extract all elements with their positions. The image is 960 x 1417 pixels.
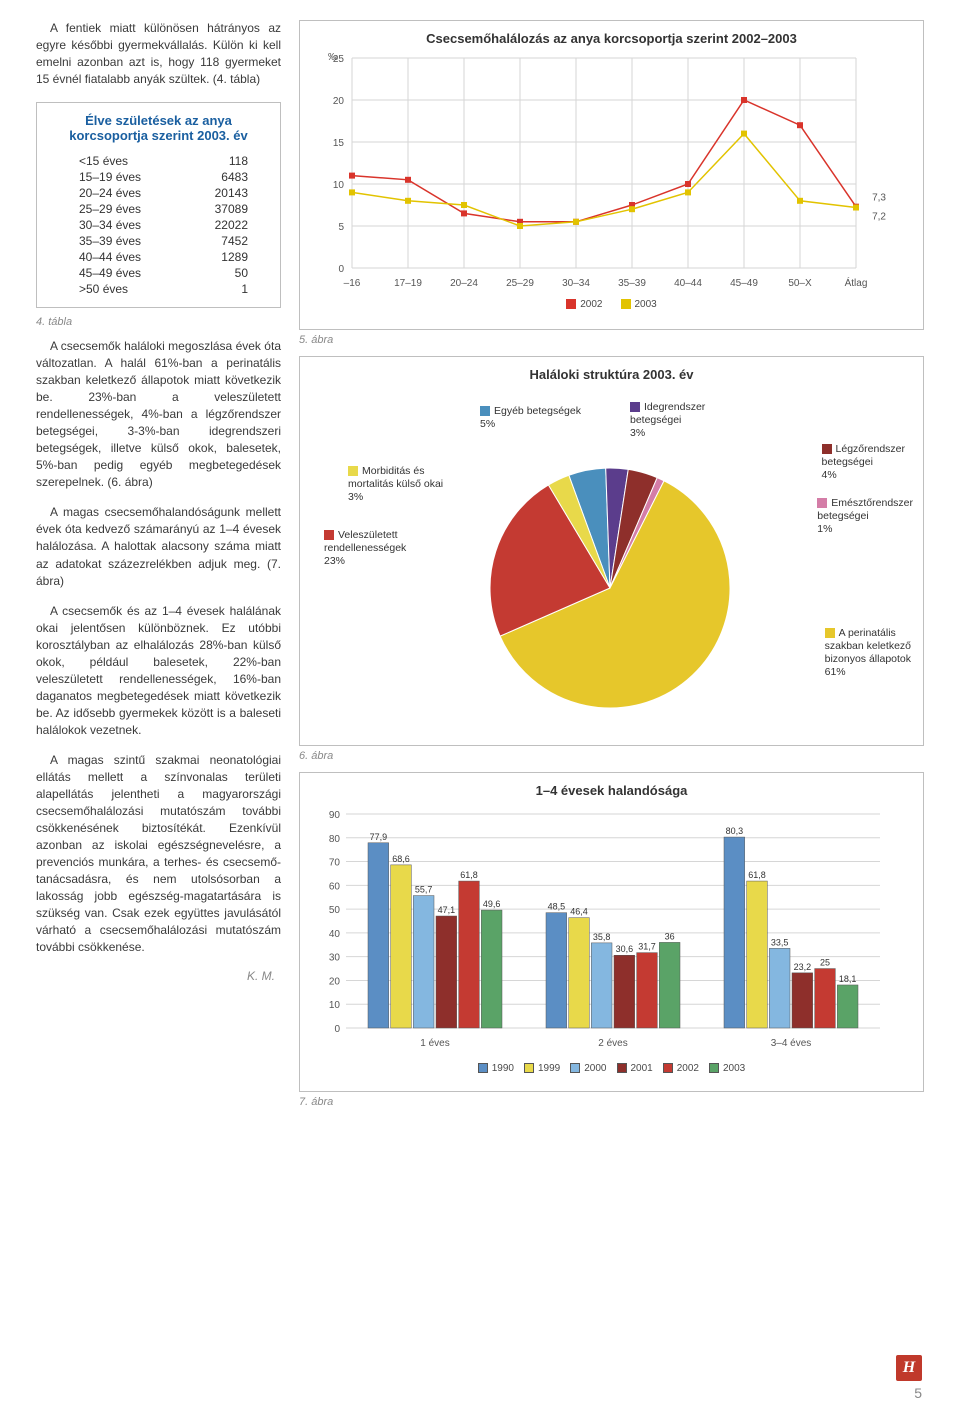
table-row: 30–34 éves22022 [49, 217, 268, 233]
svg-text:30: 30 [329, 953, 341, 964]
svg-text:7,2: 7,2 [872, 212, 886, 223]
svg-text:25–29: 25–29 [506, 278, 534, 289]
svg-text:20: 20 [333, 96, 345, 107]
svg-text:18,1: 18,1 [839, 974, 857, 984]
svg-text:47,1: 47,1 [438, 905, 456, 915]
svg-text:15: 15 [333, 138, 345, 149]
chart5-svg: 0510152025‰–1617–1920–2425–2930–3435–394… [310, 52, 890, 292]
svg-text:55,7: 55,7 [415, 885, 433, 895]
svg-text:2 éves: 2 éves [598, 1038, 627, 1049]
svg-text:50: 50 [329, 905, 341, 916]
svg-text:90: 90 [329, 810, 341, 821]
table-4-caption: 4. tábla [36, 316, 281, 328]
svg-text:61,8: 61,8 [748, 870, 766, 880]
pie-caption: 6. ábra [299, 750, 924, 762]
para-4: A csecsemők és az 1–4 évesek halálának o… [36, 603, 281, 739]
table-row: >50 éves1 [49, 281, 268, 297]
pie-label-egyeb: Egyéb betegségek5% [480, 405, 581, 431]
svg-text:48,5: 48,5 [548, 902, 566, 912]
chart5-title: Csecsemőhalálozás az anya korcsoportja s… [310, 31, 913, 46]
svg-text:33,5: 33,5 [771, 937, 789, 947]
svg-text:46,4: 46,4 [570, 907, 588, 917]
svg-text:35–39: 35–39 [618, 278, 646, 289]
svg-text:23,2: 23,2 [794, 962, 812, 972]
table-row: 35–39 éves7452 [49, 233, 268, 249]
svg-text:40–44: 40–44 [674, 278, 702, 289]
para-2: A csecsemők haláloki megoszlása évek óta… [36, 338, 281, 491]
chart5-caption: 5. ábra [299, 334, 924, 346]
svg-text:70: 70 [329, 858, 341, 869]
svg-text:36: 36 [665, 931, 675, 941]
svg-text:80: 80 [329, 834, 341, 845]
svg-text:77,9: 77,9 [370, 832, 388, 842]
svg-text:30,6: 30,6 [616, 944, 634, 954]
svg-text:31,7: 31,7 [638, 942, 656, 952]
chart-infant-mortality-by-age: Csecsemőhalálozás az anya korcsoportja s… [299, 20, 924, 330]
svg-text:–16: –16 [344, 278, 361, 289]
svg-text:20–24: 20–24 [450, 278, 478, 289]
svg-text:45–49: 45–49 [730, 278, 758, 289]
svg-text:20: 20 [329, 976, 341, 987]
svg-text:60: 60 [329, 881, 341, 892]
pie-label-legzo: Légzőrendszerbetegségei4% [822, 443, 905, 482]
svg-text:10: 10 [329, 1000, 341, 1011]
table-row: 40–44 éves1289 [49, 249, 268, 265]
svg-text:40: 40 [329, 929, 341, 940]
logo-icon: H [896, 1355, 922, 1381]
page-number: 5 [914, 1385, 922, 1401]
svg-text:80,3: 80,3 [726, 826, 744, 836]
svg-text:3–4 éves: 3–4 éves [771, 1038, 812, 1049]
svg-text:0: 0 [338, 264, 344, 275]
svg-text:7,3: 7,3 [872, 193, 886, 204]
svg-text:68,6: 68,6 [392, 854, 410, 864]
chart-1-4-mortality-bar: 1–4 évesek halandósága 0 10 20 30 40 50 60 70 80… [299, 772, 924, 1092]
table-row: <15 éves118 [49, 153, 268, 169]
chart-cause-of-death-pie: Haláloki struktúra 2003. év Egyéb betegs… [299, 356, 924, 746]
pie-label-ideg: Idegrendszerbetegségei3% [630, 401, 705, 440]
bar-svg: 0 10 20 30 40 50 60 70 80 90 77,9 68,6 55,7 47,1 61,8 4… [310, 804, 890, 1054]
pie-label-morb: Morbiditás ésmortalitás külső okai3% [348, 465, 443, 504]
pie-title: Haláloki struktúra 2003. év [310, 367, 913, 382]
table-row: 15–19 éves6483 [49, 169, 268, 185]
para-1: A fentiek miatt különösen hátrányos az e… [36, 20, 281, 88]
chart5-legend: 2002 2003 [310, 299, 913, 310]
svg-text:50–X: 50–X [788, 278, 812, 289]
svg-text:17–19: 17–19 [394, 278, 422, 289]
svg-text:61,8: 61,8 [460, 870, 478, 880]
svg-text:10: 10 [333, 180, 345, 191]
pie-label-emeszt: Emésztőrendszerbetegségei1% [817, 497, 913, 536]
bar-caption: 7. ábra [299, 1096, 924, 1108]
table-title: Élve születések az anya korcsoportja sze… [49, 113, 268, 143]
table-births-by-age: Élve születések az anya korcsoportja sze… [36, 102, 281, 308]
table-row: 45–49 éves50 [49, 265, 268, 281]
svg-text:35,8: 35,8 [593, 932, 611, 942]
svg-text:30–34: 30–34 [562, 278, 590, 289]
pie-label-vele: Veleszületettrendellenességek23% [324, 529, 406, 568]
svg-text:1 éves: 1 éves [420, 1038, 449, 1049]
pie-label-peri: A perinatálisszakban keletkezőbizonyos á… [825, 627, 911, 680]
svg-text:Átlag: Átlag [845, 276, 868, 289]
bar-legend: 199019992000200120022003 [310, 1063, 913, 1074]
svg-text:0: 0 [334, 1024, 340, 1035]
svg-text:5: 5 [338, 222, 344, 233]
svg-text:49,6: 49,6 [483, 899, 501, 909]
table-row: 25–29 éves37089 [49, 201, 268, 217]
para-5: A magas szintű szakmai neonatológiai ell… [36, 752, 281, 956]
para-3: A magas csecsemőhalandóságunk mellett év… [36, 504, 281, 589]
table-row: 20–24 éves20143 [49, 185, 268, 201]
author-initials: K. M. [36, 969, 281, 983]
svg-text:‰: ‰ [328, 52, 338, 63]
bar-title: 1–4 évesek halandósága [310, 783, 913, 798]
svg-text:25: 25 [820, 958, 830, 968]
